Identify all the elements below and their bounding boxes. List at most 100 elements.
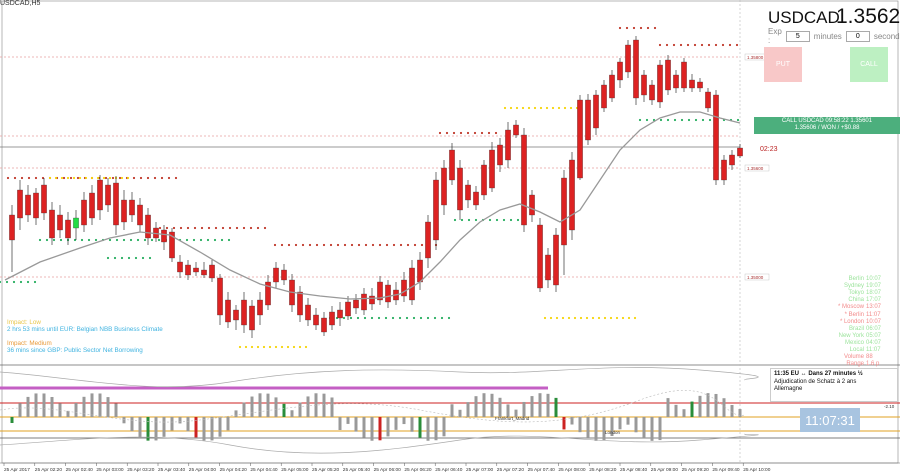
pivot-dot	[680, 118, 684, 122]
histogram-bar	[258, 393, 262, 417]
session-name: * Moscow	[837, 304, 864, 311]
histogram-bar	[82, 396, 86, 417]
time-label: 25 Apr 06:00	[374, 467, 402, 473]
pivot-dot	[153, 176, 157, 180]
lower-band	[0, 433, 759, 454]
session-time: 1.6 p	[866, 361, 880, 368]
histogram-bar	[298, 402, 302, 417]
expiry-seconds-input[interactable]	[845, 30, 870, 42]
histogram-bar	[522, 401, 526, 417]
pivot-dot	[633, 316, 637, 320]
pivot-dot	[27, 176, 31, 180]
pivot-dot	[494, 131, 498, 135]
bear-candle	[633, 39, 639, 99]
bear-candle	[41, 184, 47, 214]
bear-candle	[561, 177, 567, 246]
histogram-bar	[410, 417, 414, 432]
pivot-dot	[707, 43, 711, 47]
pivot-dot	[466, 131, 470, 135]
time-label: 25 Apr 07:20	[497, 467, 525, 473]
histogram-bar	[714, 393, 718, 417]
trade-line-1: CALL USDCAD 09:58:22 1.35601	[781, 118, 873, 124]
bear-candle	[313, 314, 319, 326]
pivot-dot	[503, 106, 507, 110]
pivot-dot	[141, 256, 145, 260]
pivot-dot	[686, 43, 690, 47]
pivot-dot	[533, 106, 537, 110]
bear-candle	[545, 254, 551, 281]
bear-candle	[241, 299, 247, 326]
pivot-dot	[113, 256, 117, 260]
pivot-dot	[673, 118, 677, 122]
histogram-bar	[682, 409, 686, 417]
pivot-dot	[148, 256, 152, 260]
session-name: Mexico	[844, 339, 864, 346]
pivot-dot	[185, 238, 189, 242]
pivot-dot	[659, 118, 663, 122]
histogram-bar	[466, 402, 470, 417]
bear-candle	[617, 61, 623, 81]
time-label: 25 Apr 05:40	[343, 467, 371, 473]
bear-candle	[529, 194, 535, 216]
bear-candle	[705, 91, 711, 109]
pivot-dot	[294, 243, 298, 247]
histogram-bar	[250, 396, 254, 417]
call-button[interactable]: CALL	[850, 47, 888, 82]
bear-candle	[113, 182, 119, 226]
histogram-bar	[306, 396, 310, 417]
histogram-bar	[330, 397, 334, 417]
pivot-dot	[459, 131, 463, 135]
pivot-dot	[488, 218, 492, 222]
moving-average-line	[4, 111, 741, 300]
histogram-bar	[490, 393, 494, 417]
session-time: 10:07	[866, 318, 882, 325]
bear-candle	[489, 149, 495, 189]
bear-candle	[553, 234, 559, 286]
bear-candle	[297, 291, 303, 316]
pivot-dot	[625, 26, 629, 30]
bear-candle	[433, 179, 439, 241]
session-time: 19:07	[866, 283, 882, 290]
bear-candle	[713, 94, 719, 181]
pivot-dot	[694, 118, 698, 122]
histogram-bar	[242, 402, 246, 417]
histogram-bar	[562, 417, 566, 430]
side-value: -2.10	[884, 404, 895, 409]
time-label: 25 Apr 02:40	[66, 467, 94, 473]
pivot-dot	[5, 280, 9, 284]
histogram-bar	[554, 397, 558, 417]
bear-candle	[201, 269, 207, 276]
session-name: China	[848, 297, 864, 304]
session-name: Tokyo	[848, 290, 864, 297]
bear-candle	[585, 99, 591, 141]
put-button[interactable]: PUT	[764, 47, 802, 82]
pivot-dot	[115, 238, 119, 242]
news-line: Impact: Medium	[7, 340, 52, 347]
bear-candle	[57, 214, 63, 231]
histogram-bar	[42, 393, 46, 417]
pivot-dot	[69, 176, 73, 180]
pivot-dot	[392, 243, 396, 247]
bear-candle	[409, 267, 415, 301]
pivot-dot	[363, 316, 367, 320]
pivot-dot	[343, 243, 347, 247]
pivot-dot	[473, 131, 477, 135]
pivot-dot	[280, 243, 284, 247]
expiry-minutes-input[interactable]	[785, 30, 810, 42]
session-time: 11:07	[866, 347, 881, 353]
time-label: 25 Apr 03:00	[96, 467, 124, 473]
time-label: 25 Apr 03:20	[127, 467, 155, 473]
pivot-dot	[474, 218, 478, 222]
histogram-bar	[178, 417, 182, 424]
histogram-bar	[282, 403, 286, 417]
bear-candle	[721, 159, 727, 181]
histogram-bar	[138, 417, 142, 438]
bear-candle	[377, 281, 383, 301]
histogram-bar	[130, 417, 134, 432]
pivot-dot	[38, 238, 42, 242]
pivot-dot	[244, 345, 248, 349]
pivot-dot	[700, 43, 704, 47]
bear-candle	[233, 309, 239, 321]
bear-candle	[281, 269, 287, 281]
